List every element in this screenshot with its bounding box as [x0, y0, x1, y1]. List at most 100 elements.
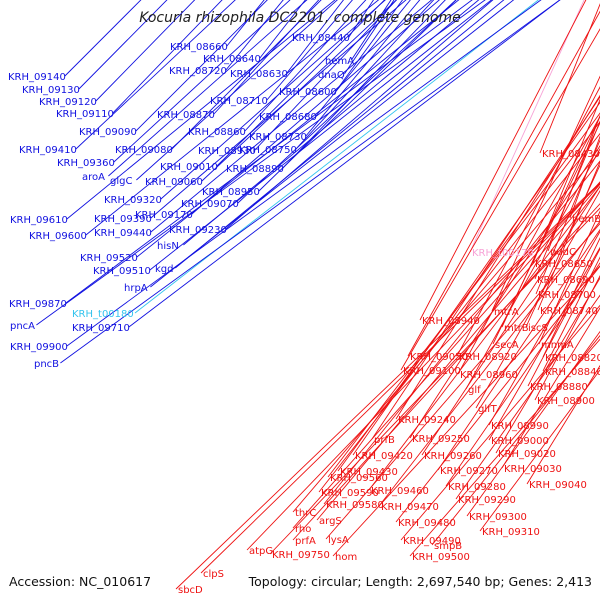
plus-gene-label[interactable]: hisN: [157, 241, 179, 252]
minus-gene-label[interactable]: mtrA: [494, 307, 519, 318]
minus-gene-label[interactable]: KRH_09000: [491, 436, 549, 447]
minus-gene-label[interactable]: sbcD: [178, 585, 203, 596]
minus-gene-label[interactable]: atpG: [249, 546, 273, 557]
plus-gene-label[interactable]: KRH_09170: [135, 210, 193, 221]
plus-gene-label[interactable]: KRH_08440: [292, 33, 350, 44]
minus-gene-label[interactable]: KRH_09300: [469, 512, 527, 523]
plus-gene-label[interactable]: KRH_t00180: [72, 309, 134, 320]
minus-gene-label[interactable]: KRH_09470: [381, 502, 439, 513]
minus-gene-label[interactable]: glfT: [478, 404, 498, 415]
minus-gene-label[interactable]: KRH_09240: [398, 415, 456, 426]
plus-gene-label[interactable]: KRH_08640: [203, 54, 261, 65]
plus-gene-label[interactable]: KRH_09130: [22, 85, 80, 96]
minus-gene-label[interactable]: prfB: [374, 435, 395, 446]
minus-gene-label[interactable]: secA: [495, 340, 519, 351]
minus-gene-label[interactable]: KRH_09590: [321, 488, 379, 499]
minus-gene-label[interactable]: KRH_09040: [529, 480, 587, 491]
minus-gene-label[interactable]: KRH_09480: [398, 518, 456, 529]
plus-gene-label[interactable]: aroA: [82, 172, 105, 183]
plus-gene-label[interactable]: glgC: [110, 176, 132, 187]
plus-gene-label[interactable]: KRH_08720: [169, 66, 227, 77]
minus-gene-label[interactable]: clpS: [203, 569, 224, 580]
minus-gene-label[interactable]: mnmA: [541, 340, 574, 351]
plus-gene-label[interactable]: KRH_09110: [56, 109, 114, 120]
plus-gene-label[interactable]: KRH_09610: [10, 215, 68, 226]
minus-gene-label[interactable]: KRH_09430: [340, 467, 398, 478]
gene-labels[interactable]: KRH_08440hemAdnaQKRH_08660KRH_08640KRH_0…: [8, 33, 600, 596]
plus-gene-label[interactable]: kgd: [155, 264, 174, 275]
plus-gene-label[interactable]: KRH_09410: [19, 145, 77, 156]
minus-gene-label[interactable]: KRH_08690: [537, 275, 595, 286]
plus-gene-label[interactable]: KRH_09710: [72, 323, 130, 334]
minus-gene-label[interactable]: argS: [319, 516, 342, 527]
plus-gene-label[interactable]: KRH_09070: [181, 199, 239, 210]
plus-gene-label[interactable]: KRH_09360: [57, 158, 115, 169]
minus-gene-label[interactable]: KRH_t00170: [472, 248, 534, 259]
minus-gene-label[interactable]: KRH_09310: [482, 527, 540, 538]
plus-gene-label[interactable]: KRH_09870: [9, 299, 67, 310]
plus-gene-label[interactable]: dnaQ: [318, 70, 345, 81]
plus-gene-label[interactable]: KRH_08660: [170, 42, 228, 53]
minus-gene-label[interactable]: KRH_09750: [272, 550, 330, 561]
plus-gene-label[interactable]: KRH_09900: [10, 342, 68, 353]
plus-gene-label[interactable]: KRH_08710: [210, 96, 268, 107]
minus-gene-label[interactable]: KRH_08840: [545, 367, 600, 378]
plus-gene-label[interactable]: KRH_09120: [39, 97, 97, 108]
minus-gene-label[interactable]: prfA: [295, 536, 316, 547]
minus-gene-label[interactable]: KRH_08920: [459, 352, 517, 363]
minus-gene-label[interactable]: KRH_08880: [530, 382, 588, 393]
plus-gene-label[interactable]: KRH_08750: [239, 145, 297, 156]
minus-gene-label[interactable]: KRH_09280: [448, 482, 506, 493]
plus-gene-label[interactable]: KRH_09390: [94, 214, 152, 225]
minus-gene-label[interactable]: KRH_09030: [504, 464, 562, 475]
minus-gene-label[interactable]: KRH_08740: [540, 306, 598, 317]
minus-gene-label[interactable]: KRH_08820: [545, 353, 600, 364]
minus-gene-label[interactable]: KRH_09250: [412, 434, 470, 445]
minus-gene-label[interactable]: hom: [335, 552, 357, 563]
minus-gene-label[interactable]: KRH_08900: [537, 396, 595, 407]
minus-gene-label[interactable]: KRH_09560: [330, 473, 388, 484]
plus-gene-label[interactable]: pncB: [34, 359, 59, 370]
plus-gene-label[interactable]: hrpA: [124, 283, 148, 294]
minus-gene-label[interactable]: glf: [468, 385, 481, 396]
minus-gene-label[interactable]: KRH_09460: [371, 486, 429, 497]
minus-gene-label[interactable]: hemB: [572, 214, 600, 225]
minus-gene-label[interactable]: nudC: [550, 247, 576, 258]
minus-gene-label[interactable]: KRH_09100: [403, 366, 461, 377]
minus-gene-label[interactable]: KRH_09580: [326, 500, 384, 511]
plus-gene-label[interactable]: KRH_09440: [94, 228, 152, 239]
plus-gene-label[interactable]: KRH_08890: [226, 164, 284, 175]
plus-gene-label[interactable]: KRH_09010: [160, 162, 218, 173]
minus-gene-label[interactable]: lysA: [328, 535, 349, 546]
minus-gene-label[interactable]: KRH_09290: [458, 495, 516, 506]
minus-gene-label[interactable]: KRH_08650: [535, 259, 593, 270]
plus-gene-label[interactable]: KRH_08870: [157, 110, 215, 121]
plus-gene-label[interactable]: KRH_09060: [145, 177, 203, 188]
minus-gene-label[interactable]: KRH_08940: [422, 316, 480, 327]
plus-gene-label[interactable]: KRH_09080: [115, 145, 173, 156]
minus-gene-label[interactable]: iscS: [528, 323, 548, 334]
minus-gene-label[interactable]: KRH_09050: [410, 352, 468, 363]
minus-gene-label[interactable]: KRH_08990: [491, 421, 549, 432]
plus-gene-label[interactable]: KRH_08930: [198, 146, 256, 157]
plus-gene-label[interactable]: KRH_08860: [188, 127, 246, 138]
minus-gene-label[interactable]: KRH_08960: [460, 370, 518, 381]
plus-gene-label[interactable]: KRH_08680: [259, 112, 317, 123]
plus-gene-label[interactable]: KRH_09600: [29, 231, 87, 242]
minus-gene-label[interactable]: smpB: [434, 541, 462, 552]
plus-gene-label[interactable]: KRH_09320: [104, 195, 162, 206]
minus-gene-label[interactable]: KRH_09490: [403, 536, 461, 547]
minus-gene-label[interactable]: KRH_08700: [538, 290, 596, 301]
plus-gene-label[interactable]: KRH_08950: [202, 187, 260, 198]
plus-gene-label[interactable]: pncA: [10, 321, 35, 332]
minus-gene-label[interactable]: KRH_09500: [412, 552, 470, 563]
minus-gene-label[interactable]: mtrB: [504, 323, 529, 334]
plus-gene-label[interactable]: KRH_08600: [279, 87, 337, 98]
plus-gene-label[interactable]: KRH_08630: [230, 69, 288, 80]
plus-gene-label[interactable]: KRH_09140: [8, 72, 66, 83]
minus-gene-label[interactable]: KRH_09270: [440, 466, 498, 477]
plus-gene-label[interactable]: KRH_09520: [80, 253, 138, 264]
plus-gene-label[interactable]: KRH_09510: [93, 266, 151, 277]
plus-gene-label[interactable]: KRH_08730: [249, 132, 307, 143]
plus-gene-label[interactable]: hemA: [325, 56, 354, 67]
